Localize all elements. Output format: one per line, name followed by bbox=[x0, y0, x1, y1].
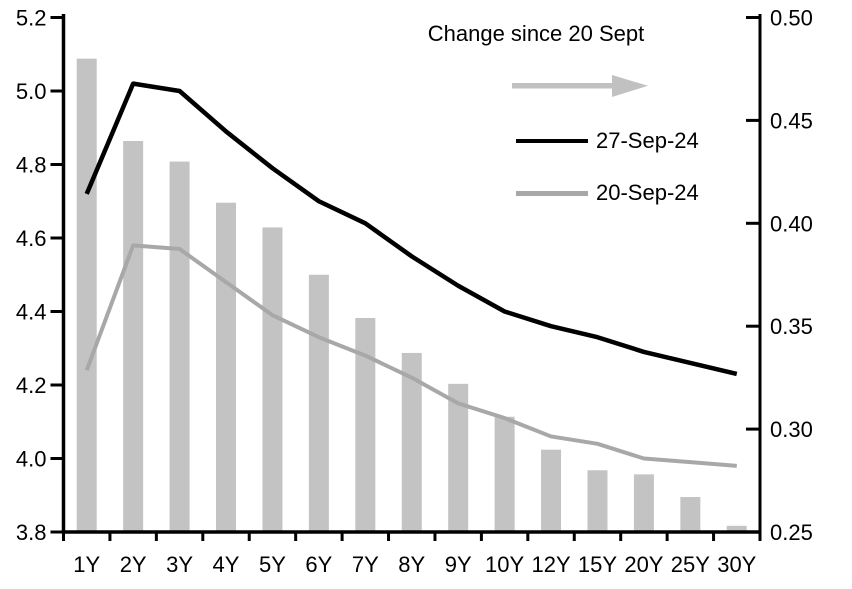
x-category-label: 15Y bbox=[578, 552, 617, 577]
y-right-tick-label: 0.35 bbox=[770, 314, 813, 339]
y-right-tick-label: 0.25 bbox=[770, 520, 813, 545]
x-category-label: 25Y bbox=[671, 552, 710, 577]
bar-change-since-20sept bbox=[355, 317, 376, 532]
x-category-label: 30Y bbox=[717, 552, 756, 577]
y-left-tick-label: 4.0 bbox=[16, 447, 47, 472]
y-left-tick-label: 4.4 bbox=[16, 300, 47, 325]
x-category-label: 10Y bbox=[485, 552, 524, 577]
legend-right-arrow-icon bbox=[512, 83, 613, 89]
y-left-tick-label: 4.2 bbox=[16, 373, 47, 398]
y-left-tick-label: 4.6 bbox=[16, 226, 47, 251]
x-category-label: 6Y bbox=[305, 552, 332, 577]
y-right-tick-label: 0.50 bbox=[770, 6, 813, 31]
bar-change-since-20sept bbox=[680, 497, 701, 532]
x-category-label: 9Y bbox=[445, 552, 472, 577]
y-left-tick-label: 3.8 bbox=[16, 520, 47, 545]
bar-change-since-20sept bbox=[494, 416, 515, 532]
line-27-sep-24 bbox=[84, 81, 738, 377]
bar-change-since-20sept bbox=[726, 525, 747, 532]
x-category-label: 8Y bbox=[398, 552, 425, 577]
line-20-sep-24 bbox=[84, 243, 737, 468]
legend-right-arrow-head-icon bbox=[612, 75, 648, 97]
legend-item-20sep: 20-Sep-24 bbox=[516, 180, 699, 206]
bar-change-since-20sept bbox=[633, 474, 654, 532]
legend-item-27sep: 27-Sep-24 bbox=[516, 128, 699, 154]
bar-change-since-20sept bbox=[169, 161, 190, 532]
x-category-label: 7Y bbox=[352, 552, 379, 577]
bar-change-since-20sept bbox=[76, 58, 97, 532]
bar-change-since-20sept bbox=[401, 352, 422, 532]
y-right-tick-label: 0.40 bbox=[770, 211, 813, 236]
y-right-tick-label: 0.45 bbox=[770, 108, 813, 133]
x-category-label: 20Y bbox=[624, 552, 663, 577]
bar-change-since-20sept bbox=[123, 140, 144, 533]
bar-change-since-20sept bbox=[541, 449, 562, 532]
bar-change-since-20sept bbox=[216, 202, 237, 532]
x-category-label: 3Y bbox=[166, 552, 193, 577]
y-right-tick-label: 0.30 bbox=[770, 417, 813, 442]
y-left-tick-label: 5.0 bbox=[16, 79, 47, 104]
legend-swatch-20sep-line bbox=[516, 190, 588, 196]
bar-change-since-20sept bbox=[587, 470, 608, 532]
legend-label-20sep: 20-Sep-24 bbox=[596, 180, 699, 205]
x-category-label: 1Y bbox=[73, 552, 100, 577]
y-left-tick-label: 5.2 bbox=[16, 6, 47, 31]
x-category-label: 12Y bbox=[531, 552, 570, 577]
bar-change-since-20sept bbox=[262, 227, 283, 532]
x-category-label: 5Y bbox=[259, 552, 286, 577]
bar-change-since-20sept bbox=[308, 274, 329, 532]
bar-change-since-20sept bbox=[448, 383, 469, 532]
x-category-label: 2Y bbox=[120, 552, 147, 577]
y-left-tick-label: 4.8 bbox=[16, 153, 47, 178]
legend-label-27sep: 27-Sep-24 bbox=[596, 128, 699, 153]
legend-swatch-27sep-line bbox=[516, 138, 588, 144]
x-category-label: 4Y bbox=[213, 552, 240, 577]
legend-title: Change since 20 Sept bbox=[427, 21, 645, 46]
